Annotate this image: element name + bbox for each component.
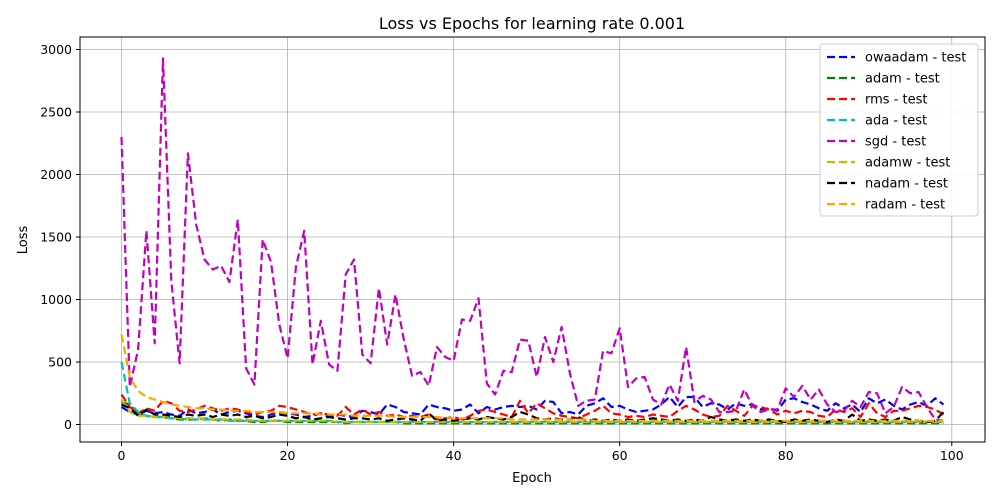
legend-entry-label: nadam - test <box>865 177 948 192</box>
x-axis-ticks: 0 20 40 60 80 100 <box>118 442 964 463</box>
x-tick-label: 100 <box>940 448 964 463</box>
legend-entry-label: adamw - test <box>865 156 950 171</box>
series-line-6 <box>120 398 944 424</box>
y-tick-label: 2500 <box>40 105 72 120</box>
series-line-5 <box>120 57 944 422</box>
legend-entry-label: radam - test <box>865 198 945 213</box>
y-tick-label: 1000 <box>40 292 72 307</box>
legend: owaadam - test adam - test rms - test ada -… <box>819 43 979 217</box>
x-axis-label: Epoch <box>512 471 552 486</box>
series-line-3 <box>120 393 945 421</box>
x-tick-label: 40 <box>446 448 462 463</box>
y-tick-label: 3000 <box>40 42 72 57</box>
series-line-8 <box>120 334 944 422</box>
legend-entry-label: adam - test <box>865 72 940 87</box>
series-line-2 <box>121 400 944 425</box>
plot-frame <box>79 36 986 443</box>
series-lines <box>120 57 945 425</box>
y-axis-ticks: 0 500 1000 1500 2000 2500 3000 <box>40 42 80 432</box>
chart-title: Loss vs Epochs for learning rate 0.001 <box>379 14 685 33</box>
x-tick-label: 60 <box>612 448 628 463</box>
legend-entry-label: owaadam - test <box>865 51 966 66</box>
x-tick-label: 0 <box>118 448 126 463</box>
y-tick-label: 500 <box>48 355 72 370</box>
y-axis-label: Loss <box>16 226 31 255</box>
y-tick-label: 1500 <box>40 230 72 245</box>
legend-entry-label: sgd - test <box>865 135 926 150</box>
y-tick-label: 2000 <box>40 167 72 182</box>
legend-entry-label: ada - test <box>865 114 927 129</box>
legend-entry-label: rms - test <box>865 93 927 108</box>
x-tick-label: 80 <box>778 448 794 463</box>
x-tick-label: 20 <box>280 448 296 463</box>
legend-box <box>819 43 979 217</box>
y-tick-label: 0 <box>64 417 72 432</box>
